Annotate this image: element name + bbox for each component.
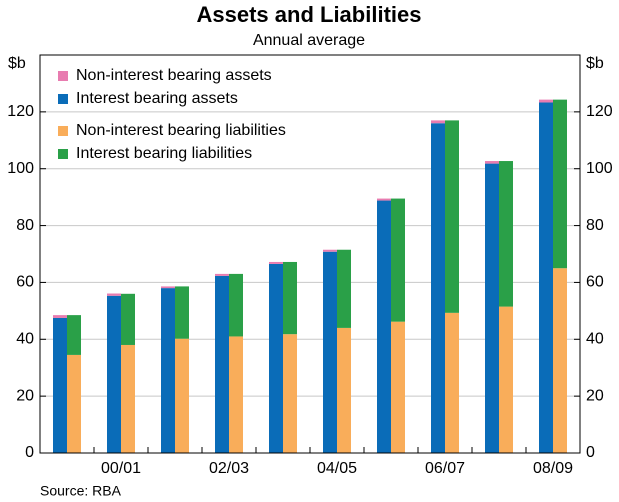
y-tick-label: 60: [16, 274, 34, 291]
y2-tick-label: 80: [586, 217, 604, 234]
bar-segment: [323, 249, 337, 252]
bar-segment: [377, 200, 391, 453]
chart-title: Assets and Liabilities: [197, 2, 422, 27]
bar-segment: [553, 99, 567, 269]
chart-subtitle: Annual average: [253, 32, 365, 49]
bar-segment: [107, 295, 121, 453]
y-tick-label: 120: [7, 103, 34, 120]
x-tick-label: 08/09: [533, 460, 573, 477]
x-tick-label: 00/01: [101, 460, 141, 477]
bar-segment: [553, 268, 567, 453]
y-axis-label: $b: [8, 55, 26, 72]
bar-segment: [431, 120, 445, 124]
bar-segment: [67, 315, 81, 355]
bar-segment: [107, 293, 121, 296]
bar-segment: [499, 161, 513, 307]
x-tick-label: 06/07: [425, 460, 465, 477]
bar-segment: [161, 288, 175, 453]
y2-tick-label: 0: [586, 444, 595, 461]
legend-label: Non-interest bearing liabilities: [76, 122, 286, 139]
bar-segment: [445, 312, 459, 453]
bar-segment: [175, 286, 189, 339]
legend-swatch: [58, 71, 68, 81]
bar-segment: [283, 334, 297, 453]
legend-label: Interest bearing liabilities: [76, 145, 252, 162]
bar-segment: [215, 273, 229, 276]
bar-segment: [539, 102, 553, 454]
legend-swatch: [58, 94, 68, 104]
bar-segment: [53, 315, 67, 318]
bar-segment: [323, 251, 337, 453]
bar-segment: [391, 198, 405, 322]
x-tick-label: 04/05: [317, 460, 357, 477]
bar-segment: [431, 123, 445, 453]
legend-label: Non-interest bearing assets: [76, 67, 272, 84]
y2-tick-label: 100: [586, 160, 613, 177]
bar-segment: [121, 293, 135, 345]
y-tick-label: 100: [7, 160, 34, 177]
bar-segment: [67, 354, 81, 453]
y2-tick-label: 120: [586, 103, 613, 120]
bar-segment: [391, 321, 405, 453]
y2-tick-label: 40: [586, 331, 604, 348]
source-note: Source: RBA: [40, 483, 122, 499]
legend-swatch: [58, 149, 68, 159]
legend-label: Interest bearing assets: [76, 90, 238, 107]
bar-segment: [485, 163, 499, 453]
bar-segment: [485, 161, 499, 164]
bar-segment: [337, 327, 351, 453]
y-tick-label: 20: [16, 387, 34, 404]
bar-segment: [283, 261, 297, 335]
bar-segment: [215, 275, 229, 453]
y-tick-label: 80: [16, 217, 34, 234]
x-tick-label: 02/03: [209, 460, 249, 477]
bar-segment: [499, 306, 513, 453]
plot-frame: [39, 54, 581, 454]
bar-segment: [269, 263, 283, 453]
bar-segment: [269, 261, 283, 264]
bar-segment: [229, 273, 243, 337]
bar-segment: [377, 198, 391, 201]
bar-segment: [337, 249, 351, 328]
y2-tick-label: 20: [586, 387, 604, 404]
bar-segment: [121, 344, 135, 453]
y2-tick-label: 60: [586, 274, 604, 291]
bar-segment: [229, 336, 243, 453]
y2-axis-label: $b: [586, 55, 604, 72]
y-tick-label: 0: [25, 444, 34, 461]
bar-segment: [445, 120, 459, 313]
bar-segment: [161, 286, 175, 289]
legend-swatch: [58, 126, 68, 136]
bar-segment: [539, 99, 553, 103]
bar-segment: [175, 338, 189, 453]
bar-segment: [53, 317, 67, 453]
y-tick-label: 40: [16, 331, 34, 348]
